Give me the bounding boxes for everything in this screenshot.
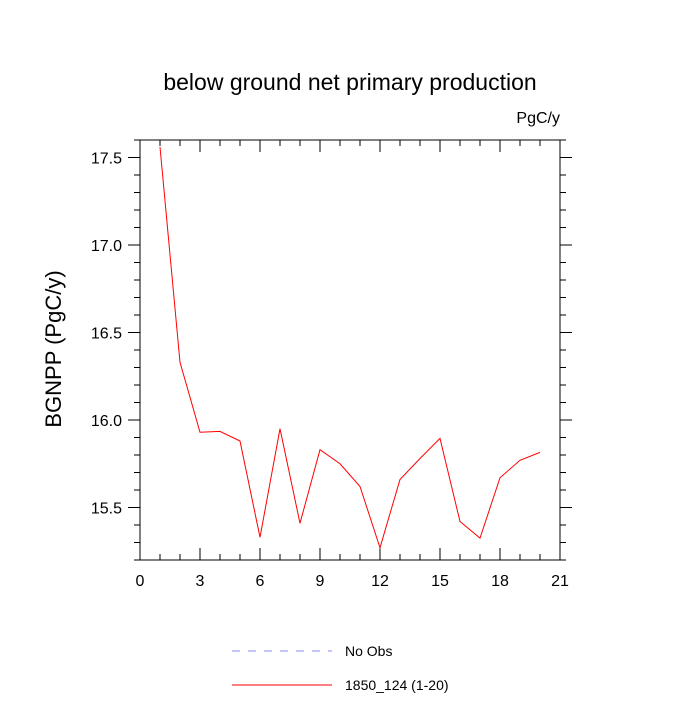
plot-frame [139,139,561,561]
y-tick-label: 17.0 [91,238,122,255]
axes-group: 0 3 6 9 12 15 18 21 15.5 16.0 16.5 17.0 17.5 [91,139,572,590]
y-tick-label: 15.5 [91,501,122,518]
x-tick-label: 21 [551,573,569,590]
units-label: PgC/y [516,110,560,127]
y-tick-label: 16.0 [91,413,122,430]
legend-label: 1850_124 (1-20) [345,677,449,693]
y-axis-label: BGNPP (PgC/y) [41,270,66,427]
series-line [159,146,541,550]
y-tick-label: 17.5 [91,151,122,168]
chart-title: below ground net primary production [163,69,536,95]
x-tick-label: 18 [491,573,509,590]
legend: No Obs 1850_124 (1-20) [232,643,449,693]
y-tick-label: 16.5 [91,326,122,343]
x-tick-label: 3 [196,573,205,590]
x-tick-label: 9 [316,573,325,590]
x-tick-label: 12 [371,573,389,590]
x-tick-label: 15 [431,573,449,590]
series-group [159,146,541,550]
x-tick-label: 0 [136,573,145,590]
x-tick-label: 6 [256,573,265,590]
legend-label: No Obs [345,643,392,659]
